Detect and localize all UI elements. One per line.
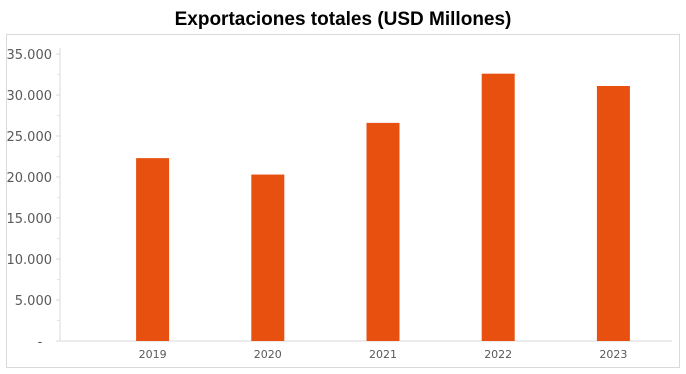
y-tick-label: 20.000 [7,171,53,186]
y-tick-label: - [38,335,43,350]
y-tick-label: 25.000 [7,130,53,145]
bar-2021 [366,122,400,341]
plot-frame [6,34,680,368]
y-tick-label: 10.000 [7,253,53,268]
bar-2020 [251,174,285,341]
chart-title: Exportaciones totales (USD Millones) [174,9,512,30]
y-tick-label: 35.000 [7,48,53,63]
bar-2019 [136,158,170,341]
bar-2023 [596,85,630,341]
x-tick-label: 2019 [139,348,167,361]
bar-2022 [481,73,515,342]
y-tick-label: 5.000 [15,294,52,309]
y-tick-label: 30.000 [7,89,53,104]
x-tick-label: 2021 [369,348,397,361]
x-tick-label: 2020 [254,348,282,361]
x-tick-label: 2023 [599,348,627,361]
y-tick-label: 15.000 [7,212,53,227]
x-tick-label: 2022 [484,348,512,361]
